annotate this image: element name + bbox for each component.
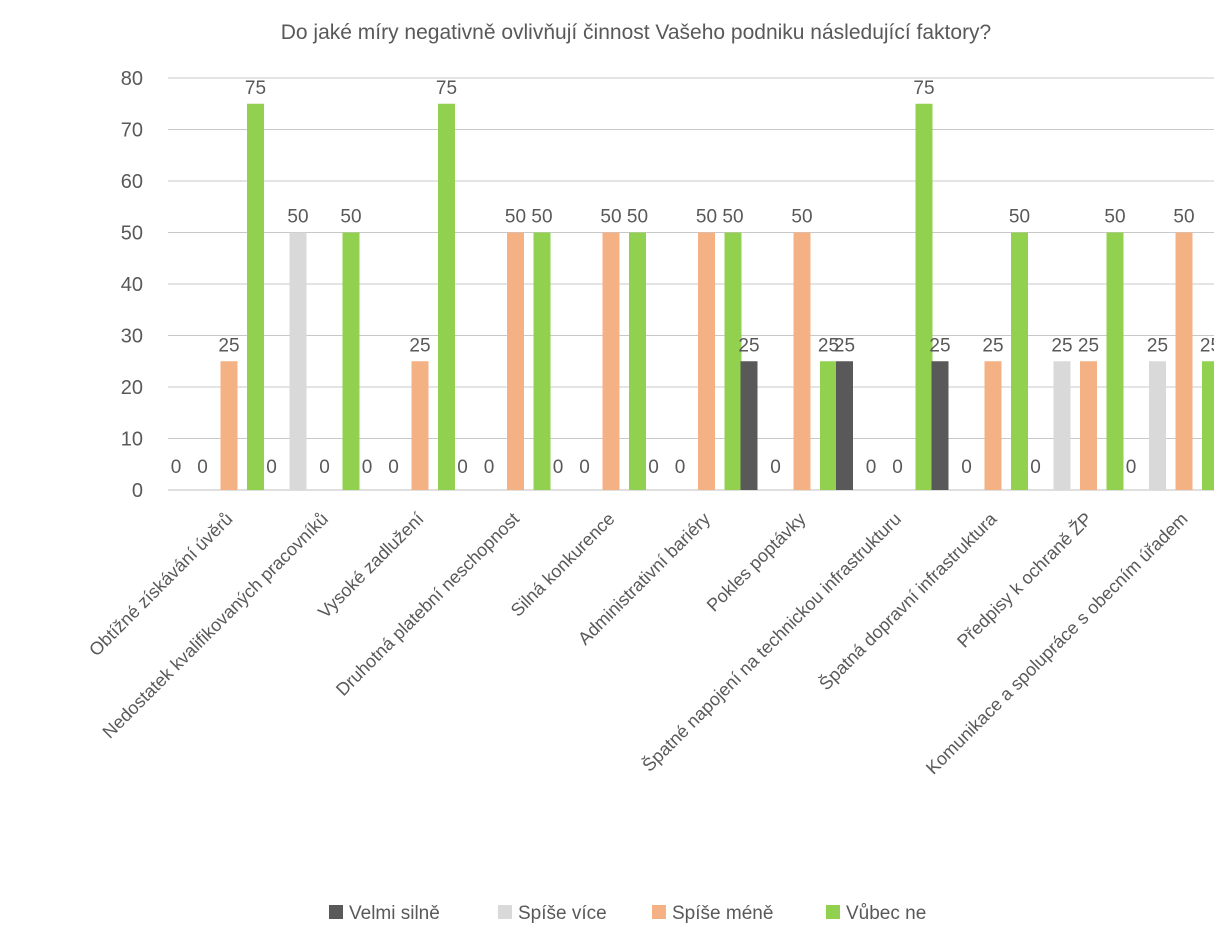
bar <box>1054 361 1071 490</box>
bar <box>603 233 620 491</box>
x-tick-label: Druhotná platební neschopnost <box>332 509 523 700</box>
data-label: 50 <box>1104 207 1125 228</box>
data-label: 0 <box>457 457 468 478</box>
bar <box>985 361 1002 490</box>
bar <box>412 361 429 490</box>
data-label: 25 <box>218 335 239 356</box>
y-tick-label: 40 <box>121 274 143 296</box>
data-label: 25 <box>1051 335 1072 356</box>
data-label: 75 <box>436 78 457 99</box>
bar <box>1176 233 1193 491</box>
legend-label: Vůbec ne <box>846 903 926 924</box>
chart-title: Do jaké míry negativně ovlivňují činnost… <box>281 21 992 44</box>
bar <box>247 104 264 490</box>
legend-label: Spíše méně <box>672 903 773 924</box>
data-label: 50 <box>340 207 361 228</box>
data-label: 50 <box>600 207 621 228</box>
data-label: 25 <box>834 335 855 356</box>
y-tick-label: 60 <box>121 171 143 193</box>
bar <box>932 361 949 490</box>
data-label: 25 <box>1200 335 1214 356</box>
bar <box>1011 233 1028 491</box>
data-label: 0 <box>961 457 972 478</box>
bar <box>221 361 238 490</box>
data-label: 50 <box>696 207 717 228</box>
data-label: 0 <box>319 457 330 478</box>
bar <box>438 104 455 490</box>
bar <box>916 104 933 490</box>
data-label: 0 <box>484 457 495 478</box>
data-label: 0 <box>388 457 399 478</box>
legend: Velmi silně Spíše více Spíše méně Vůbec ne <box>329 903 926 924</box>
data-label: 0 <box>579 457 590 478</box>
data-label: 0 <box>648 457 659 478</box>
bar <box>794 233 811 491</box>
data-label: 25 <box>1078 335 1099 356</box>
data-label: 0 <box>770 457 781 478</box>
bar <box>507 233 524 491</box>
data-label: 50 <box>287 207 308 228</box>
bar <box>629 233 646 491</box>
bar <box>1202 361 1214 490</box>
legend-label: Spíše více <box>518 903 607 924</box>
legend-swatch <box>652 905 666 919</box>
legend-swatch <box>498 905 512 919</box>
y-tick-label: 30 <box>121 326 143 348</box>
data-label: 25 <box>982 335 1003 356</box>
data-label: 0 <box>362 457 373 478</box>
data-label: 50 <box>531 207 552 228</box>
legend-label: Velmi silně <box>349 903 440 924</box>
data-label: 0 <box>892 457 903 478</box>
bar <box>343 233 360 491</box>
data-label: 75 <box>913 78 934 99</box>
data-label: 25 <box>409 335 430 356</box>
data-label: 50 <box>505 207 526 228</box>
bar <box>725 233 742 491</box>
x-tick-label: Vysoké zadlužení <box>314 509 427 622</box>
bar <box>534 233 551 491</box>
y-tick-label: 80 <box>121 68 143 90</box>
bar <box>698 233 715 491</box>
x-tick-label: Pokles poptávky <box>703 509 810 616</box>
bars <box>221 104 1214 490</box>
x-tick-label: Špatná dopravní infrastruktura <box>815 507 1002 694</box>
bar <box>741 361 758 490</box>
data-label: 0 <box>266 457 277 478</box>
legend-swatch <box>826 905 840 919</box>
y-tick-label: 10 <box>121 429 143 451</box>
data-label: 0 <box>197 457 208 478</box>
y-tick-label: 50 <box>121 223 143 245</box>
y-tick-label: 0 <box>132 480 143 502</box>
x-tick-label: Silná konkurence <box>507 509 619 621</box>
bar <box>820 361 837 490</box>
bar <box>1080 361 1097 490</box>
data-label: 0 <box>1126 457 1137 478</box>
data-label: 50 <box>791 207 812 228</box>
bar <box>1149 361 1166 490</box>
data-label: 0 <box>675 457 686 478</box>
data-label: 50 <box>1173 207 1194 228</box>
data-label: 50 <box>1009 207 1030 228</box>
data-label: 0 <box>171 457 182 478</box>
data-label: 25 <box>929 335 950 356</box>
bar <box>1107 233 1124 491</box>
data-label: 25 <box>738 335 759 356</box>
y-axis-ticks: 0 10 20 30 40 50 60 70 80 <box>121 68 143 502</box>
bar <box>290 233 307 491</box>
bar <box>836 361 853 490</box>
data-label: 50 <box>627 207 648 228</box>
data-label: 50 <box>722 207 743 228</box>
data-label: 0 <box>553 457 564 478</box>
y-tick-label: 20 <box>121 377 143 399</box>
data-label: 25 <box>1147 335 1168 356</box>
data-label: 75 <box>245 78 266 99</box>
data-label: 0 <box>1030 457 1041 478</box>
data-label: 0 <box>866 457 877 478</box>
legend-swatch <box>329 905 343 919</box>
y-tick-label: 70 <box>121 120 143 142</box>
